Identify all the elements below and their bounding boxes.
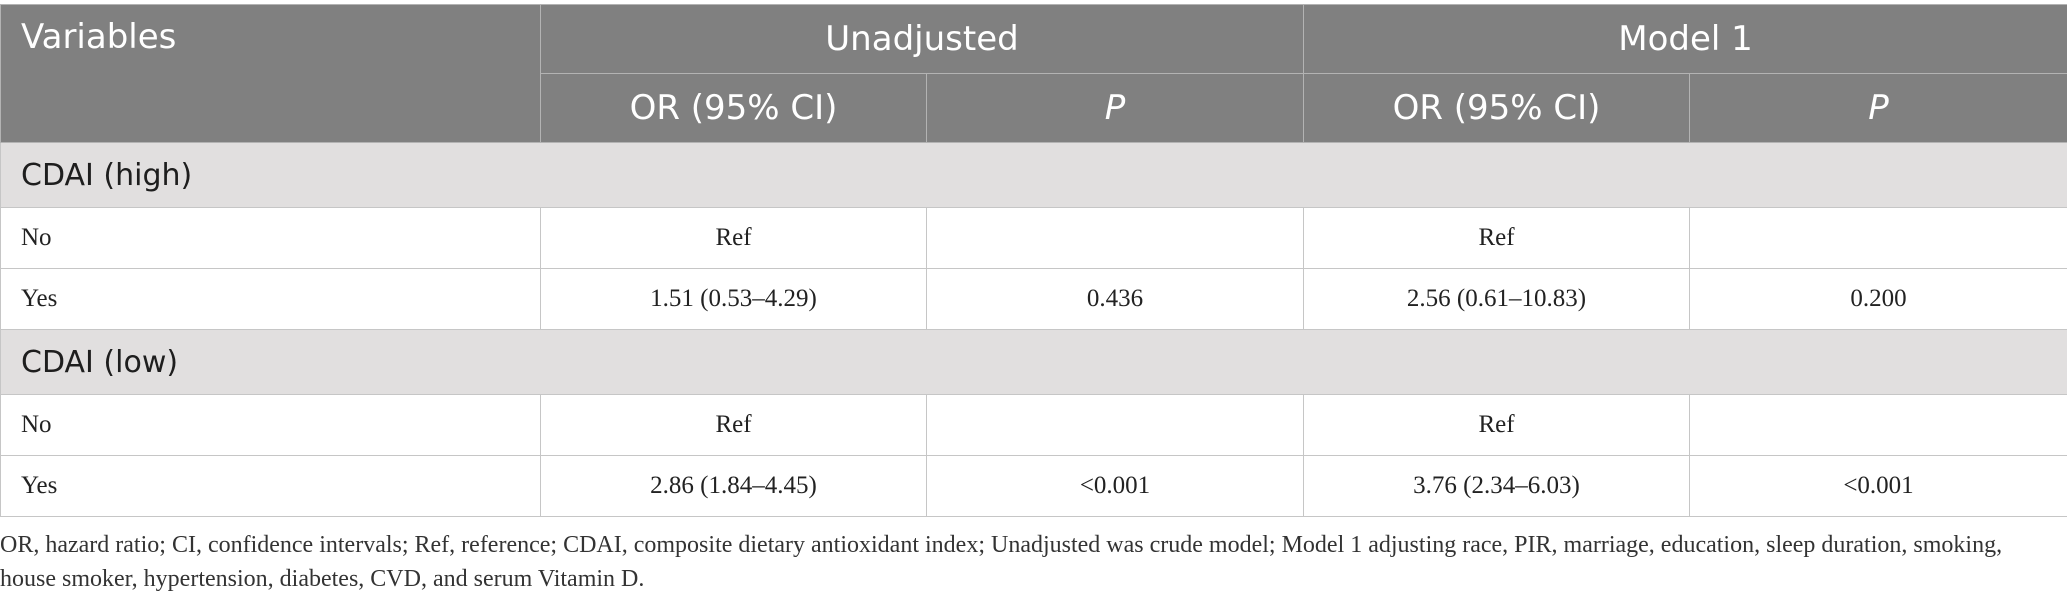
header-unadjusted-or: OR (95% CI) xyxy=(540,73,927,143)
cell-model1-or: 2.56 (0.61–10.83) xyxy=(1303,268,1690,330)
cell-model1-or: Ref xyxy=(1303,207,1690,269)
cell-model1-p: 0.200 xyxy=(1689,268,2067,330)
row-label: Yes xyxy=(0,455,541,517)
row-label: No xyxy=(0,394,541,456)
table-row: No Ref Ref xyxy=(0,207,2067,269)
section-title: CDAI (high) xyxy=(0,142,2067,208)
results-table: Variables Unadjusted Model 1 OR (95% CI)… xyxy=(0,4,2067,517)
header-row-groups: Variables Unadjusted Model 1 xyxy=(0,4,2067,143)
cell-unadjusted-or: 2.86 (1.84–4.45) xyxy=(540,455,927,517)
table-footnote: OR, hazard ratio; CI, confidence interva… xyxy=(0,532,2003,592)
cell-model1-p xyxy=(1689,207,2067,269)
cell-unadjusted-or: Ref xyxy=(540,207,927,269)
table-row: No Ref Ref xyxy=(0,394,2067,456)
table-container: Variables Unadjusted Model 1 OR (95% CI)… xyxy=(0,4,2067,517)
cell-model1-or: Ref xyxy=(1303,394,1690,456)
cell-unadjusted-p xyxy=(926,207,1304,269)
cell-model1-p: <0.001 xyxy=(1689,455,2067,517)
table-header: Variables Unadjusted Model 1 OR (95% CI)… xyxy=(0,4,2067,143)
cell-unadjusted-or: 1.51 (0.53–4.29) xyxy=(540,268,927,330)
cell-model1-p xyxy=(1689,394,2067,456)
cell-unadjusted-p: 0.436 xyxy=(926,268,1304,330)
section-title: CDAI (low) xyxy=(0,329,2067,395)
row-label: No xyxy=(0,207,541,269)
section-row-cdai-low: CDAI (low) xyxy=(0,329,2067,395)
header-row-sub: OR (95% CI) P OR (95% CI) P xyxy=(1,73,2067,143)
cell-unadjusted-p: <0.001 xyxy=(926,455,1304,517)
header-model1-or: OR (95% CI) xyxy=(1303,73,1690,143)
header-variables: Variables xyxy=(0,4,541,143)
header-model1-p: P xyxy=(1689,73,2067,143)
table-row: Yes 1.51 (0.53–4.29) 0.436 2.56 (0.61–10… xyxy=(0,268,2067,330)
table-body: CDAI (high) No Ref Ref Yes 1.51 (0.53–4.… xyxy=(0,142,2067,517)
row-label: Yes xyxy=(0,268,541,330)
table-row: Yes 2.86 (1.84–4.45) <0.001 3.76 (2.34–6… xyxy=(0,455,2067,517)
header-unadjusted-p: P xyxy=(926,73,1304,143)
cell-model1-or: 3.76 (2.34–6.03) xyxy=(1303,455,1690,517)
cell-unadjusted-or: Ref xyxy=(540,394,927,456)
header-group-model-1: Model 1 xyxy=(1303,4,2067,74)
header-group-unadjusted: Unadjusted xyxy=(540,4,1304,74)
section-row-cdai-high: CDAI (high) xyxy=(0,142,2067,208)
cell-unadjusted-p xyxy=(926,394,1304,456)
